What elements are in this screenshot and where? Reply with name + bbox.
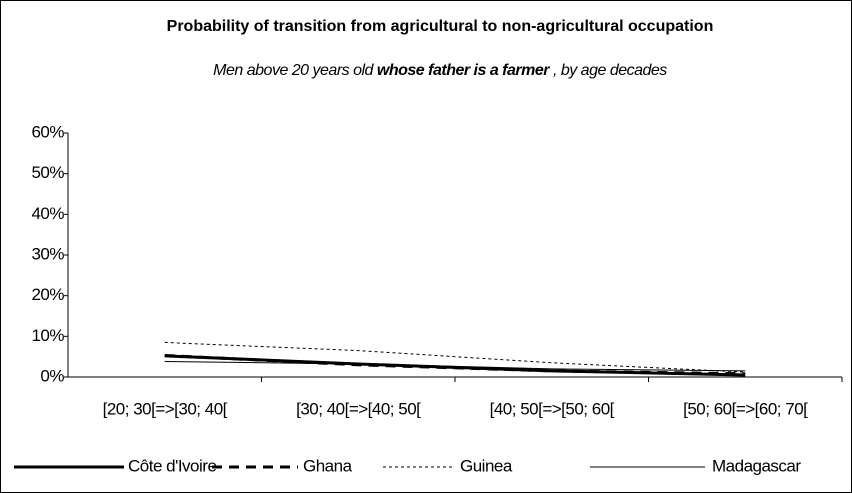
legend-label: Ghana [303,456,353,475]
y-tick-label: 60% [31,122,64,141]
series-line [164,341,746,373]
chart-title: Probability of transition from agricultu… [166,18,714,35]
subtitle-emphasis: whose father is a farmer [376,62,550,79]
series-line [164,361,746,372]
legend-label: Guinea [460,456,513,475]
y-tick-label: 40% [31,204,64,223]
subtitle-part: , by age decades [552,62,667,79]
x-tick-label: [30; 40[=>[40; 50[ [296,399,421,418]
y-tick-label: 20% [31,285,64,304]
x-tick-label: [40; 50[=>[50; 60[ [490,399,615,418]
y-tick-label: 0% [40,366,64,385]
series-line [164,353,746,376]
x-tick-label: [20; 30[=>[30; 40[ [103,399,228,418]
legend-label: Côte d'Ivoire [128,456,216,475]
y-tick-label: 50% [31,163,64,182]
x-tick-label: [50; 60[=>[60; 70[ [683,399,808,418]
legend-label: Madagascar [712,456,801,475]
y-tick-label: 30% [31,244,64,263]
y-tick-label: 10% [31,326,64,345]
subtitle-part: Men above 20 years old [213,62,373,79]
chart-subtitle: Men above 20 years old whose father is a… [185,60,695,82]
